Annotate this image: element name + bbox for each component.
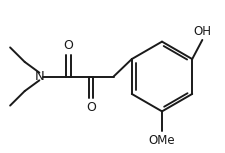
Text: OH: OH — [193, 25, 211, 38]
Text: N: N — [34, 70, 44, 83]
Text: OMe: OMe — [149, 134, 175, 147]
Text: O: O — [86, 101, 96, 114]
Text: O: O — [64, 39, 74, 52]
